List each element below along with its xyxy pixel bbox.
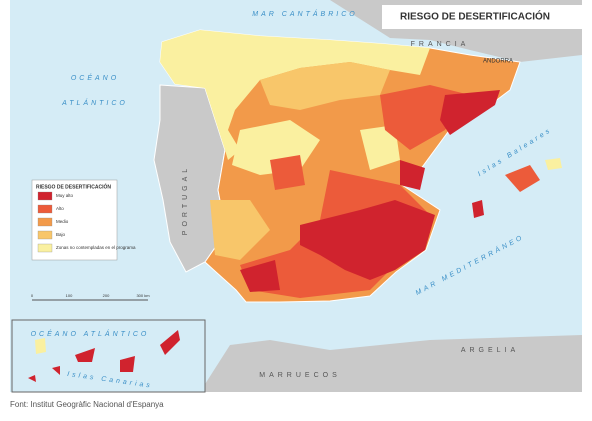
legend-swatch xyxy=(37,217,53,227)
zone-yellow xyxy=(360,125,400,170)
country-label: FRANCIA xyxy=(411,41,470,48)
legend-swatch xyxy=(37,204,53,214)
zone-muy-alto xyxy=(400,160,425,190)
scale-label: 300 km xyxy=(136,293,150,298)
scale: 0 100 200 300 km xyxy=(31,293,150,298)
legend-label: Bajo xyxy=(56,232,66,237)
country-label: MARRUECOS xyxy=(259,372,341,379)
island xyxy=(28,375,36,382)
island xyxy=(75,348,95,362)
zone-alto xyxy=(270,155,305,190)
island xyxy=(35,338,46,354)
scale-label: 100 xyxy=(66,293,73,298)
scale-label: 200 xyxy=(103,293,110,298)
legend-swatch xyxy=(37,230,53,240)
africa xyxy=(200,335,582,392)
zone-muy-alto xyxy=(300,200,435,280)
legend-label: Muy alto xyxy=(56,193,74,198)
country-label: ARGELIA xyxy=(461,347,519,354)
zone-yellow xyxy=(160,30,430,160)
caption: Font: Institut Geogràfic Nacional d'Espa… xyxy=(10,400,164,409)
island xyxy=(160,330,180,355)
legend-label: Medio xyxy=(56,219,69,224)
zone-muy-alto xyxy=(240,260,280,292)
sea-label: MAR CANTÁBRICO xyxy=(252,9,357,18)
scale-label: 0 xyxy=(31,293,34,298)
title: RIESGO DE DESERTIFICACIÓN xyxy=(400,10,550,23)
sea-label: OCÉANO ATLÁNTICO xyxy=(31,329,150,338)
island xyxy=(505,165,540,192)
sea-label: OCÉANO xyxy=(71,73,119,82)
legend-items: Muy alto Alto Medio Bajo Zonas no contemplad… xyxy=(37,191,136,253)
island xyxy=(52,366,60,375)
title-box xyxy=(382,5,582,29)
island xyxy=(545,158,562,170)
zone-bajo xyxy=(260,62,390,110)
zone-muy-alto xyxy=(440,90,500,135)
legend-title: RIESGO DE DESERTIFICACIÓN xyxy=(36,182,111,190)
legend-swatch xyxy=(37,191,53,201)
country-label: ANDORRA xyxy=(483,59,513,65)
legend-label: Zonas no contempladas en el programa xyxy=(56,245,136,250)
zone-bajo xyxy=(210,200,270,260)
island xyxy=(120,356,135,372)
sea-label: ATLÁNTICO xyxy=(61,98,128,107)
legend-label: Alto xyxy=(56,206,64,211)
island xyxy=(472,200,484,218)
country-label: PORTUGAL xyxy=(182,165,189,235)
inset xyxy=(11,319,206,393)
legend-swatch xyxy=(37,243,53,253)
